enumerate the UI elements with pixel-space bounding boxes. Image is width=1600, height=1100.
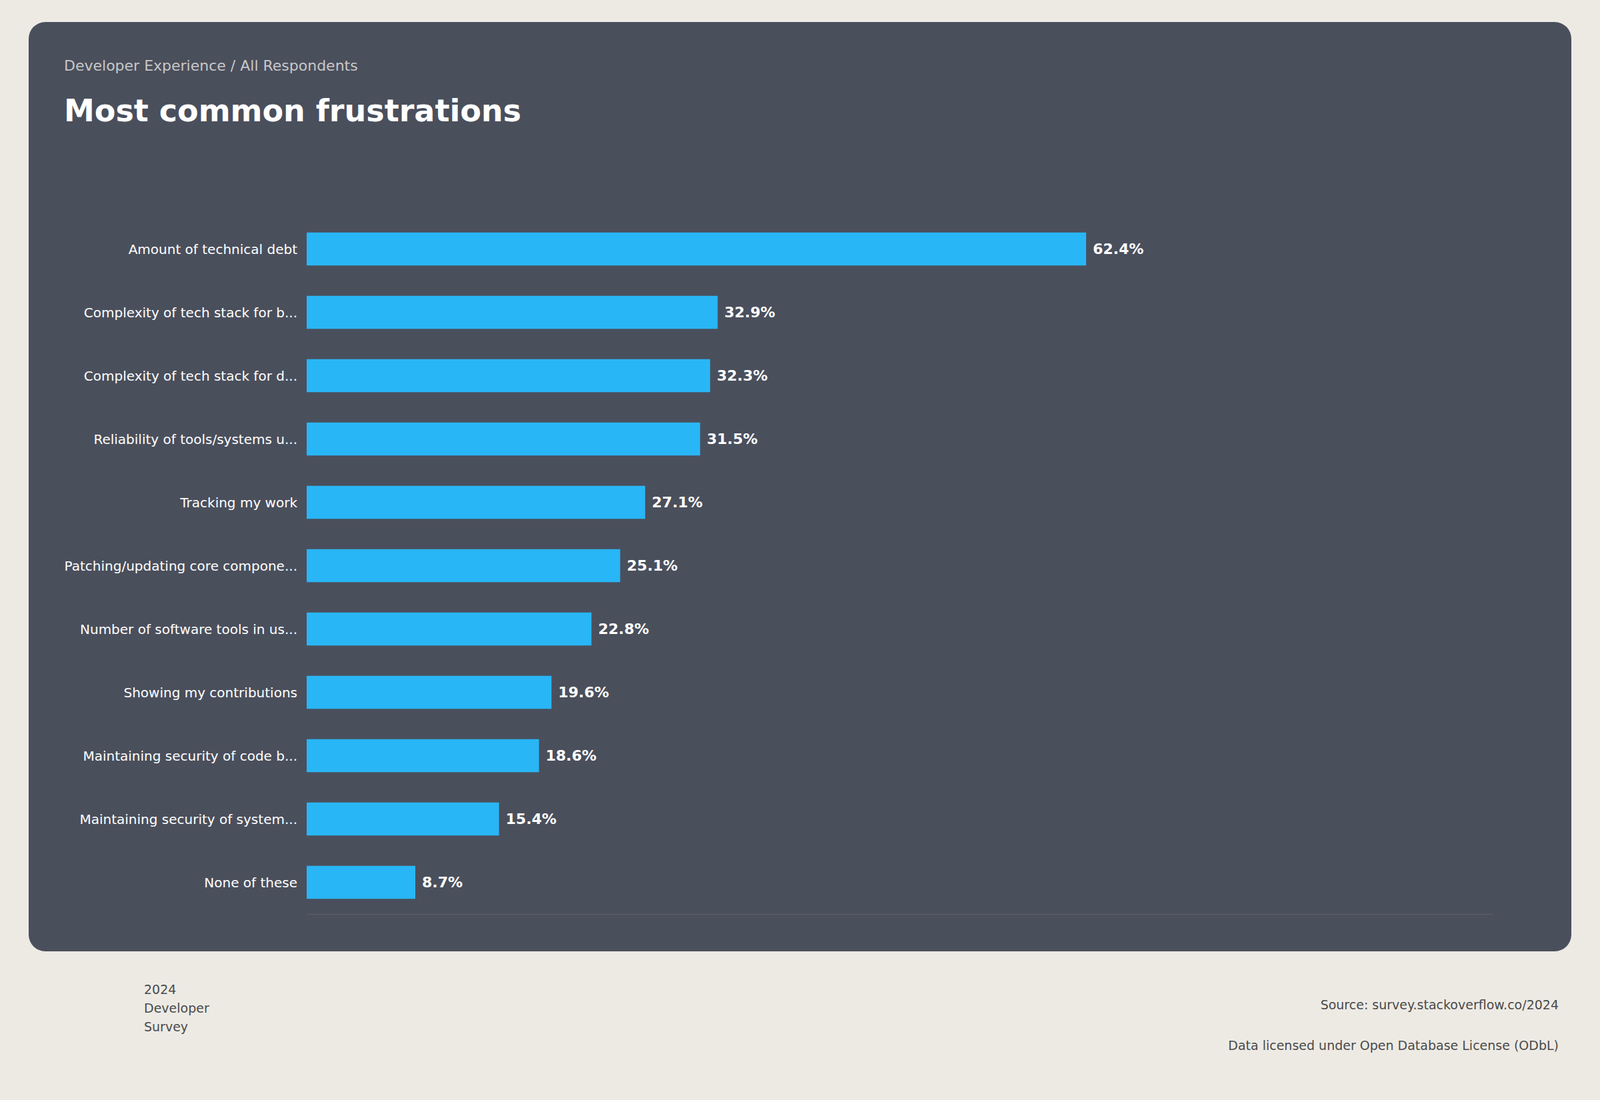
svg-text:Amount of technical debt: Amount of technical debt <box>128 241 298 258</box>
svg-text:Maintaining security of system: Maintaining security of system... <box>79 811 298 828</box>
svg-text:62.4%: 62.4% <box>1092 240 1144 258</box>
svg-text:25.1%: 25.1% <box>626 557 678 574</box>
svg-text:Source: survey.stackoverflow.c: Source: survey.stackoverflow.co/2024 <box>1320 997 1559 1012</box>
svg-text:Tracking my work: Tracking my work <box>179 494 298 511</box>
svg-text:8.7%: 8.7% <box>422 874 463 891</box>
svg-text:Data licensed under Open Datab: Data licensed under Open Database Licens… <box>1228 1038 1559 1053</box>
svg-text:Patching/updating core compone: Patching/updating core compone... <box>64 558 298 574</box>
svg-text:27.1%: 27.1% <box>652 494 703 511</box>
svg-text:22.8%: 22.8% <box>598 620 649 638</box>
svg-text:None of these: None of these <box>204 874 298 891</box>
svg-text:Most common frustrations: Most common frustrations <box>64 92 522 129</box>
svg-text:Complexity of tech stack for b: Complexity of tech stack for b... <box>84 304 298 321</box>
svg-text:Reliability of tools/systems u: Reliability of tools/systems u... <box>93 431 298 448</box>
svg-text:31.5%: 31.5% <box>706 430 758 448</box>
svg-text:Developer: Developer <box>144 1000 210 1016</box>
svg-text:32.9%: 32.9% <box>724 304 775 321</box>
svg-text:2024: 2024 <box>144 982 176 997</box>
svg-text:Showing my contributions: Showing my contributions <box>123 684 298 701</box>
svg-text:Survey: Survey <box>144 1019 188 1034</box>
svg-text:Number of software tools in us: Number of software tools in us... <box>80 621 298 638</box>
svg-text:18.6%: 18.6% <box>546 747 597 764</box>
svg-text:32.3%: 32.3% <box>716 367 768 384</box>
svg-text:15.4%: 15.4% <box>506 810 557 828</box>
svg-text:Complexity of tech stack for d: Complexity of tech stack for d... <box>84 368 298 384</box>
svg-text:19.6%: 19.6% <box>558 684 609 701</box>
svg-text:Developer Experience / All Res: Developer Experience / All Respondents <box>64 57 358 74</box>
svg-text:Maintaining security of code b: Maintaining security of code b... <box>82 748 298 764</box>
